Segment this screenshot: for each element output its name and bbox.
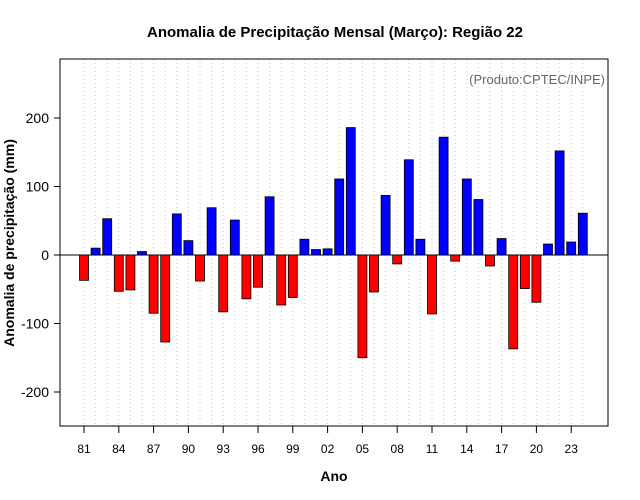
bar-1998	[276, 254, 287, 306]
bar-1992	[206, 207, 217, 256]
bar-2003	[334, 178, 345, 256]
bar-2021	[543, 243, 553, 256]
x-tick-label: 87	[147, 442, 161, 456]
y-tick-label: 100	[26, 179, 50, 195]
bar-1989	[171, 213, 182, 256]
x-tick-label: 08	[391, 442, 405, 456]
bar-1999	[287, 254, 298, 298]
y-tick-label: 200	[26, 110, 50, 126]
bar-1981	[79, 254, 89, 281]
bar-2014	[461, 178, 472, 256]
bar-2017	[496, 238, 507, 256]
chart-title: Anomalia de Precipitação Mensal (Março):…	[147, 24, 523, 41]
x-axis: 81 84 87 90 93 96 99 02 05 08 11 14 17 20 23	[77, 426, 578, 456]
x-tick-label: 14	[460, 442, 474, 456]
bar-1990	[183, 240, 194, 256]
bar-2001	[311, 249, 321, 256]
x-tick-label: 17	[495, 442, 509, 456]
x-tick-label: 90	[182, 442, 196, 456]
x-tick-label: 84	[112, 442, 126, 456]
bar-2011	[427, 254, 437, 315]
bar-2007	[380, 195, 391, 256]
bars	[79, 127, 588, 359]
bar-1987	[148, 254, 159, 314]
bar-1997	[264, 196, 275, 256]
x-tick-label: 96	[251, 442, 265, 456]
bar-2008	[392, 254, 403, 265]
bar-1986	[137, 251, 147, 256]
bar-2018	[508, 254, 519, 350]
bar-2015	[473, 199, 484, 256]
grid	[83, 59, 584, 426]
y-axis-title: Anomalia de precipitação (mm)	[1, 139, 17, 347]
x-tick-label: 11	[426, 442, 439, 456]
x-tick-label: 99	[286, 442, 300, 456]
plot-frame	[59, 58, 609, 427]
bar-2013	[450, 254, 461, 262]
bar-1983	[102, 218, 113, 256]
y-tick-label: 0	[41, 247, 49, 263]
bar-1984	[113, 254, 124, 292]
bar-1995	[241, 254, 252, 300]
y-tick-label: -100	[21, 316, 49, 332]
bar-1988	[160, 254, 171, 343]
bar-1982	[90, 247, 101, 256]
bar-1991	[195, 254, 205, 282]
bar-2009	[403, 159, 414, 256]
y-tick-label: -200	[21, 384, 49, 400]
x-tick-label: 20	[530, 442, 544, 456]
bar-1994	[229, 219, 240, 256]
y-axis: -200 -100 0 100 200	[21, 110, 60, 400]
bar-2000	[299, 238, 310, 256]
bar-2024	[577, 212, 588, 256]
bar-2022	[554, 150, 565, 256]
bar-2005	[357, 254, 368, 359]
x-axis-title: Ano	[320, 468, 347, 484]
bar-2004	[345, 127, 356, 256]
bar-2010	[415, 238, 426, 256]
bar-2002	[322, 248, 333, 256]
x-tick-label: 02	[321, 442, 335, 456]
credit-label: (Produto:CPTEC/INPE)	[469, 72, 605, 87]
bar-2019	[519, 254, 530, 289]
bar-2006	[369, 254, 379, 293]
bar-2020	[531, 254, 542, 303]
bar-1996	[253, 254, 263, 288]
bar-1993	[218, 254, 229, 313]
bar-2016	[485, 254, 495, 267]
x-tick-label: 93	[217, 442, 231, 456]
bar-2023	[566, 241, 577, 256]
x-tick-label: 23	[565, 442, 579, 456]
bar-2012	[438, 136, 449, 256]
x-tick-label: 81	[77, 442, 91, 456]
x-tick-label: 05	[356, 442, 370, 456]
bar-1985	[125, 254, 136, 291]
